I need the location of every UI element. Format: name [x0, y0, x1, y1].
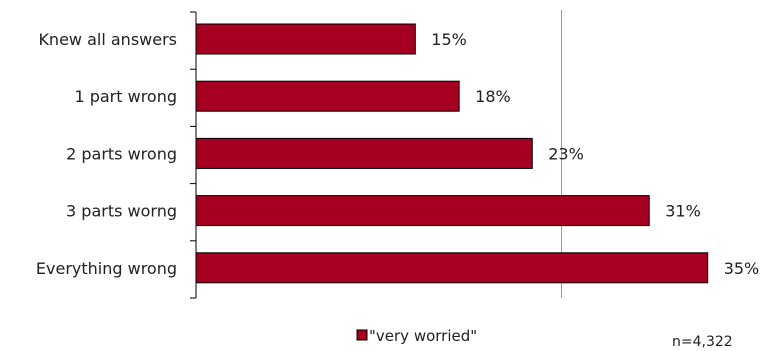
bars — [195, 23, 709, 284]
bar-0 — [195, 23, 416, 55]
data-label-2: 23% — [548, 144, 584, 163]
data-labels: 15% 18% 23% 31% 35% — [431, 30, 759, 278]
category-label-0: Knew all answers — [38, 30, 177, 49]
data-label-0: 15% — [431, 30, 467, 49]
axes — [190, 11, 197, 299]
bar-1 — [195, 80, 460, 112]
bar-4 — [195, 252, 709, 284]
category-label-4: Everything wrong — [36, 259, 177, 278]
data-label-3: 31% — [665, 202, 701, 221]
category-labels: Knew all answers 1 part wrong 2 parts wron… — [36, 30, 177, 278]
data-label-4: 35% — [724, 259, 760, 278]
legend-swatch — [356, 329, 368, 341]
bar-2 — [195, 137, 533, 169]
legend-label: "very worried" — [369, 327, 477, 345]
category-label-3: 3 parts worng — [66, 202, 177, 221]
category-label-2: 2 parts wrong — [66, 144, 177, 163]
legend: "very worried" — [356, 327, 477, 345]
sample-size-note: n=4,322 — [672, 334, 733, 350]
data-label-1: 18% — [475, 87, 511, 106]
bar-3 — [195, 195, 650, 227]
category-label-1: 1 part wrong — [74, 87, 177, 106]
